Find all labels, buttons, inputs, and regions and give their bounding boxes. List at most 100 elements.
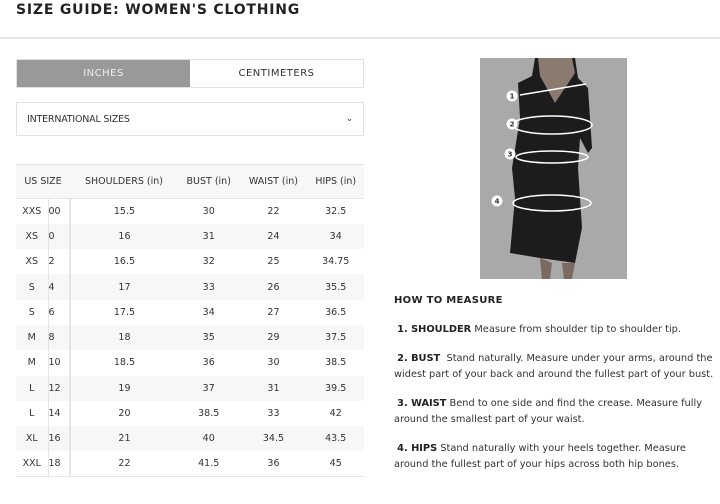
cell-shoulders: 18.5 <box>69 350 178 376</box>
header-bust: BUST (in) <box>177 164 240 199</box>
how-to-measure: HOW TO MEASURE 1. SHOULDER Measure from … <box>394 293 714 486</box>
cell-waist: 26 <box>239 274 308 300</box>
table-row: XXL 18 22 41.5 36 45 <box>16 451 364 478</box>
howto-heading: HOW TO MEASURE <box>394 295 503 306</box>
cell-shoulders: 22 <box>69 451 178 478</box>
cell-hips: 37.5 <box>307 324 364 351</box>
table-row: S 4 17 33 26 35.5 <box>16 274 364 300</box>
cell-intl-size: XS <box>16 223 48 250</box>
cell-bust: 35 <box>177 324 240 351</box>
table-header: US SIZE SHOULDERS (in) BUST (in) WAIST (… <box>16 164 364 199</box>
chevron-down-icon: ⌄ <box>345 114 354 124</box>
marker-3: 3 <box>508 151 513 159</box>
cell-hips: 36.5 <box>325 306 347 318</box>
tab-inches[interactable]: INCHES <box>17 60 190 87</box>
cell-intl-size: L <box>16 375 48 401</box>
measurement-diagram: 1 2 3 4 <box>480 58 627 279</box>
cell-bust: 40 <box>177 426 240 452</box>
cell-hips: 38.5 <box>325 357 347 369</box>
cell-us-size: 00 <box>47 198 70 224</box>
cell-shoulders: 17.5 <box>69 299 178 325</box>
cell-waist: 31 <box>239 375 308 401</box>
cell-shoulders: 21 <box>69 426 178 452</box>
cell-bust: 30 <box>202 205 215 217</box>
cell-intl-size: XL <box>16 426 48 452</box>
table-row: XXS 00 15.5 30 22 32.5 <box>16 198 364 224</box>
cell-intl-size: S <box>16 274 48 300</box>
cell-waist: 24 <box>239 223 308 250</box>
table-row: L 12 19 37 31 39.5 <box>16 375 364 401</box>
cell-waist: 34.5 <box>239 426 308 452</box>
cell-us-size: 10 <box>47 350 70 376</box>
marker-2: 2 <box>510 121 515 129</box>
cell-waist: 29 <box>239 324 308 351</box>
cell-hips: 43.5 <box>307 426 364 452</box>
marker-4: 4 <box>495 198 500 206</box>
size-table: US SIZE SHOULDERS (in) BUST (in) WAIST (… <box>16 164 364 478</box>
table-row: XS 0 16 31 24 34 <box>16 223 364 250</box>
howto-waist: 3. WAIST Bend to one side and find the c… <box>394 398 702 425</box>
cell-shoulders: 18 <box>69 324 178 351</box>
cell-intl-size: XXS <box>22 205 42 217</box>
cell-intl-size: XS <box>25 256 39 268</box>
cell-waist: 30 <box>267 357 280 369</box>
cell-intl-size: M <box>16 324 48 351</box>
cell-us-size: 8 <box>47 324 70 351</box>
cell-waist: 27 <box>267 306 280 318</box>
marker-1: 1 <box>510 93 515 101</box>
cell-shoulders: 19 <box>69 375 178 401</box>
howto-shoulder: 1. SHOULDER Measure from shoulder tip to… <box>397 324 682 335</box>
cell-waist: 22 <box>267 205 280 217</box>
cell-hips: 45 <box>307 451 364 478</box>
cell-waist: 25 <box>267 256 280 268</box>
cell-hips: 42 <box>329 408 342 420</box>
table-row: XL 16 21 40 34.5 43.5 <box>16 426 364 452</box>
cell-waist: 36 <box>239 451 308 478</box>
table-row: S 6 17.5 34 27 36.5 <box>16 299 364 325</box>
cell-waist: 33 <box>267 408 280 420</box>
cell-bust: 41.5 <box>177 451 240 478</box>
cell-shoulders: 15.5 <box>69 198 178 224</box>
cell-bust: 33 <box>177 274 240 300</box>
cell-hips: 34.75 <box>322 256 350 268</box>
cell-us-size: 6 <box>47 299 70 325</box>
header-hips: HIPS (in) <box>307 164 364 199</box>
cell-us-size: 4 <box>47 274 70 300</box>
cell-bust: 37 <box>177 375 240 401</box>
cell-shoulders: 17 <box>69 274 178 300</box>
cell-hips: 34 <box>307 223 364 250</box>
cell-intl-size: L <box>29 408 35 420</box>
cell-bust: 38.5 <box>198 408 220 420</box>
cell-us-size: 14 <box>47 400 70 427</box>
header-shoulders: SHOULDERS (in) <box>70 164 178 199</box>
cell-us-size: 0 <box>47 223 70 250</box>
cell-us-size: 2 <box>47 249 70 275</box>
select-value: INTERNATIONAL SIZES <box>27 113 130 125</box>
cell-shoulders: 16 <box>69 223 178 250</box>
cell-us-size: 16 <box>47 426 70 452</box>
page-title: SIZE GUIDE: WOMEN'S CLOTHING <box>16 2 301 18</box>
header-us-size: US SIZE <box>16 164 70 199</box>
cell-shoulders: 20 <box>69 400 178 427</box>
cell-hips: 35.5 <box>307 274 364 300</box>
table-row: XS 2 16.5 32 25 34.75 <box>16 249 364 275</box>
cell-bust: 36 <box>202 357 215 369</box>
unit-tabs: INCHES CENTIMETERS <box>16 59 364 88</box>
header-waist: WAIST (in) <box>239 164 308 199</box>
cell-hips: 32.5 <box>325 205 347 217</box>
cell-intl-size: M <box>27 357 36 369</box>
cell-us-size: 12 <box>47 375 70 401</box>
cell-intl-size: XXL <box>16 451 48 478</box>
howto-bust: 2. BUST Stand naturally. Measure under y… <box>394 353 714 380</box>
cell-shoulders: 16.5 <box>69 249 178 275</box>
cell-bust: 34 <box>202 306 215 318</box>
cell-intl-size: S <box>28 306 35 318</box>
howto-hips: 4. HIPS Stand naturally with your heels … <box>394 443 686 470</box>
cell-hips: 39.5 <box>307 375 364 401</box>
size-system-select[interactable]: INTERNATIONAL SIZES ⌄ <box>16 102 364 136</box>
cell-bust: 31 <box>177 223 240 250</box>
cell-us-size: 18 <box>47 451 70 478</box>
cell-bust: 32 <box>202 256 215 268</box>
tab-centimeters[interactable]: CENTIMETERS <box>238 68 315 79</box>
divider <box>0 37 720 39</box>
